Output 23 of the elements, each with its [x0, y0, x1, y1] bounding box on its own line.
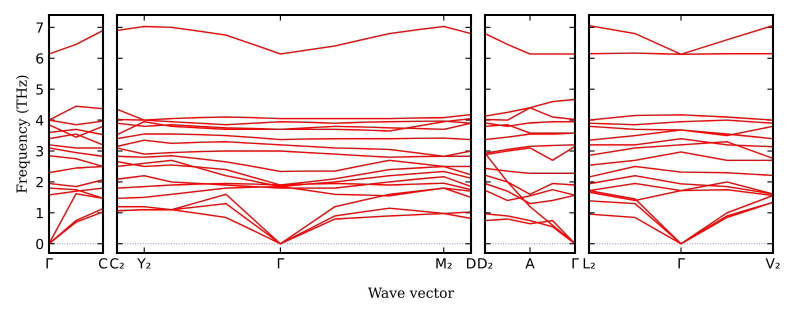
- x-tick-label: L₂: [584, 258, 595, 268]
- y-tick-label: 7: [36, 22, 43, 33]
- x-tick-label: C: [98, 258, 108, 269]
- x-tick-label: Γ: [46, 258, 53, 268]
- y-tick-label: 3: [36, 146, 44, 156]
- y-tick-label: 5: [36, 84, 43, 95]
- x-tick-label: V₂: [766, 258, 780, 268]
- y-axis-title: Frequency (THz): [16, 76, 30, 193]
- y-tick-label: 4: [36, 115, 44, 126]
- y-tick-label: 2: [36, 176, 43, 188]
- x-tick-label: Γ: [278, 258, 284, 268]
- y-tick-label: 0: [36, 238, 44, 250]
- x-tick-label: Y₂: [137, 258, 150, 268]
- x-tick-label: D₂: [478, 258, 492, 268]
- x-tick-label: Γ: [572, 258, 579, 268]
- x-tick-label: A: [525, 258, 535, 268]
- x-tick-label: Γ: [678, 258, 685, 268]
- x-tick-label: M₂: [436, 258, 452, 268]
- x-tick-label: D: [467, 258, 476, 268]
- y-tick-label: 1: [36, 208, 43, 218]
- y-tick-label: 6: [36, 53, 44, 64]
- x-tick-label: C₂: [110, 258, 124, 269]
- x-axis-title: Wave vector: [368, 288, 454, 298]
